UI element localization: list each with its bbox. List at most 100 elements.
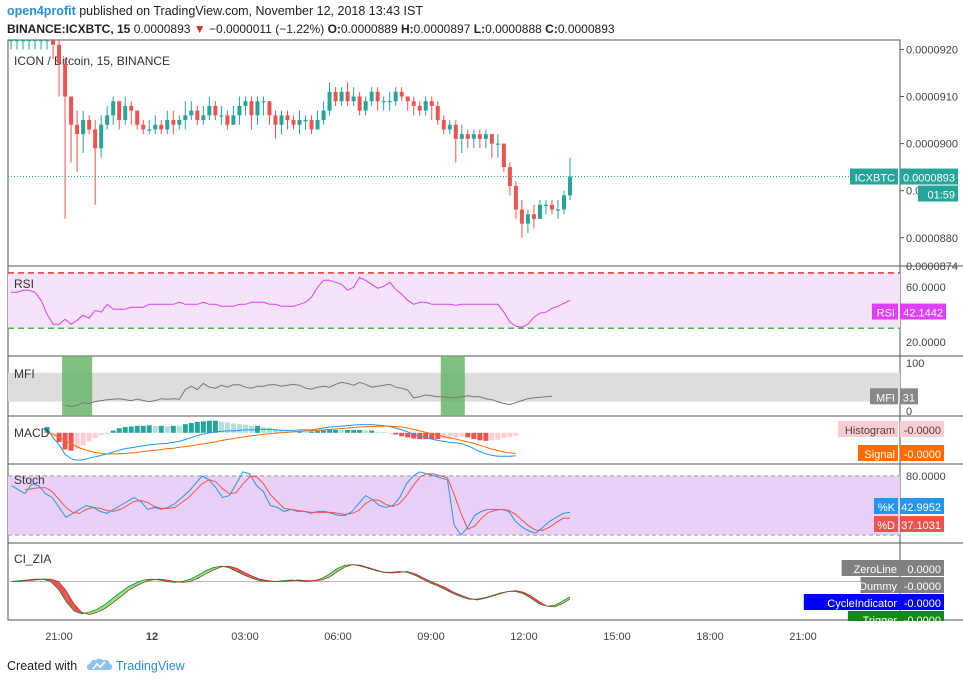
macd-histogram-bar	[86, 432, 92, 442]
candle-body	[87, 120, 92, 130]
macd-histogram-bar	[122, 427, 128, 433]
candle-body	[459, 134, 464, 139]
x-tick-label: 18:00	[696, 631, 724, 643]
macd-histogram-value-tag-box	[900, 421, 944, 437]
macd-histogram-bar	[272, 428, 278, 433]
symbol-legend: BINANCE:ICXBTC, 15 0.0000893 ▼ −0.000001…	[7, 22, 615, 36]
candle-body	[129, 105, 134, 111]
macd-histogram-bar	[513, 432, 519, 436]
macd-histogram-bar	[128, 426, 134, 433]
main-y-tick-label: 0.0000874	[906, 261, 958, 273]
stoch-d-value-tag-box	[900, 516, 944, 532]
macd-histogram-bar	[170, 425, 176, 433]
candle-body	[531, 214, 536, 219]
macd-histogram-bar	[146, 425, 152, 433]
candle-body	[225, 115, 230, 125]
macd-histogram-bar	[266, 427, 272, 433]
macd-histogram-bar	[104, 432, 110, 434]
candle-body	[147, 129, 152, 131]
macd-line	[46, 424, 516, 461]
candle-body	[171, 120, 176, 125]
candle-body	[291, 120, 296, 125]
last-price-value-tag-box	[900, 168, 958, 185]
rsi-name-tag-box	[872, 303, 898, 320]
x-tick-label: 12:00	[510, 631, 538, 643]
candle-body	[447, 124, 452, 130]
rsi-label: RSI	[14, 277, 34, 291]
macd-histogram-bar	[495, 432, 501, 440]
candle-body	[399, 91, 404, 97]
candle-body	[369, 91, 374, 102]
candle-body	[561, 195, 566, 210]
candle-body	[15, 40, 20, 42]
candle-body	[321, 110, 326, 121]
close-label: C:	[545, 22, 558, 36]
macd-signal-value-tag-box	[900, 445, 944, 461]
macd-histogram-bar	[110, 430, 116, 433]
ci-cycle-line	[11, 564, 571, 615]
ci-fill-segment	[112, 592, 121, 604]
x-tick-label: 03:00	[231, 631, 259, 643]
macd-histogram-bar	[465, 432, 471, 438]
candle-body	[195, 110, 200, 121]
candle-body	[33, 40, 38, 42]
low-label: L:	[473, 22, 486, 36]
candle-body	[213, 105, 218, 116]
stoch-band	[8, 475, 900, 536]
x-tick-label: 12	[146, 631, 158, 643]
mfi-value-tag-box	[900, 388, 918, 405]
macd-histogram-bar	[327, 429, 333, 433]
candle-body	[159, 124, 164, 130]
ci-legend-value-tag: 0.0000	[907, 564, 941, 576]
macd-histogram-bar	[44, 427, 50, 433]
candle-body	[273, 115, 278, 125]
candle-body	[297, 120, 302, 125]
stoch-label: Stoch	[14, 473, 45, 487]
candle-body	[39, 40, 44, 42]
candle-body	[405, 96, 410, 102]
macd-histogram-bar	[315, 431, 321, 433]
ci-legend-value-tag: -0.0000	[904, 581, 941, 593]
macd-histogram-bar	[158, 425, 164, 433]
high-value: 0.0000897	[413, 22, 471, 36]
rsi-y-tick-label: 60.0000	[906, 282, 946, 294]
macd-histogram-bar	[441, 432, 447, 439]
last-price-symbol-tag: ICXBTC	[855, 173, 895, 185]
candle-body	[237, 105, 242, 116]
tradingview-brand-link[interactable]: TradingView	[115, 659, 185, 673]
candle-body	[123, 105, 128, 121]
ci-legend-name-tag: ZeroLine	[854, 564, 897, 576]
ci-fill-segment	[58, 581, 67, 602]
ci-fill-segment	[104, 598, 113, 609]
open-value: 0.0000889	[340, 22, 398, 36]
macd-histogram-bar	[182, 424, 188, 433]
rsi-band	[8, 272, 900, 329]
macd-histogram-bar	[453, 432, 459, 438]
ci-fill-segment	[135, 579, 144, 587]
candle-body	[99, 124, 104, 149]
candle-body	[141, 124, 146, 130]
macd-histogram-value-tag: -0.0000	[904, 425, 941, 437]
ci-fill-segment	[244, 572, 253, 579]
macd-histogram-bar	[248, 425, 254, 433]
main-y-tick-label: 0.0000920	[906, 44, 958, 56]
ci-legend-value-tag-box	[900, 560, 944, 576]
stoch-y-tick-label: 80.0000	[906, 471, 946, 483]
rsi-name-tag: RSI	[877, 308, 895, 320]
published-text: published on TradingView.com, November 1…	[79, 4, 423, 18]
candle-body	[165, 120, 170, 130]
candle-body	[9, 40, 14, 42]
candle-body	[429, 101, 434, 106]
macd-histogram-bar	[411, 432, 417, 439]
stoch-k-name-tag: %K	[878, 502, 896, 514]
macd-histogram-bar	[471, 432, 477, 440]
username-link[interactable]: open4profit	[7, 4, 76, 18]
candle-body	[219, 115, 224, 117]
rsi-value-tag: 42.1442	[903, 308, 943, 320]
ci-fill-segment	[128, 583, 136, 591]
ci-legend-value-tag: -0.0000	[904, 598, 941, 610]
candle-body	[105, 115, 110, 125]
candle-body	[183, 115, 188, 121]
candle-body	[231, 115, 236, 125]
